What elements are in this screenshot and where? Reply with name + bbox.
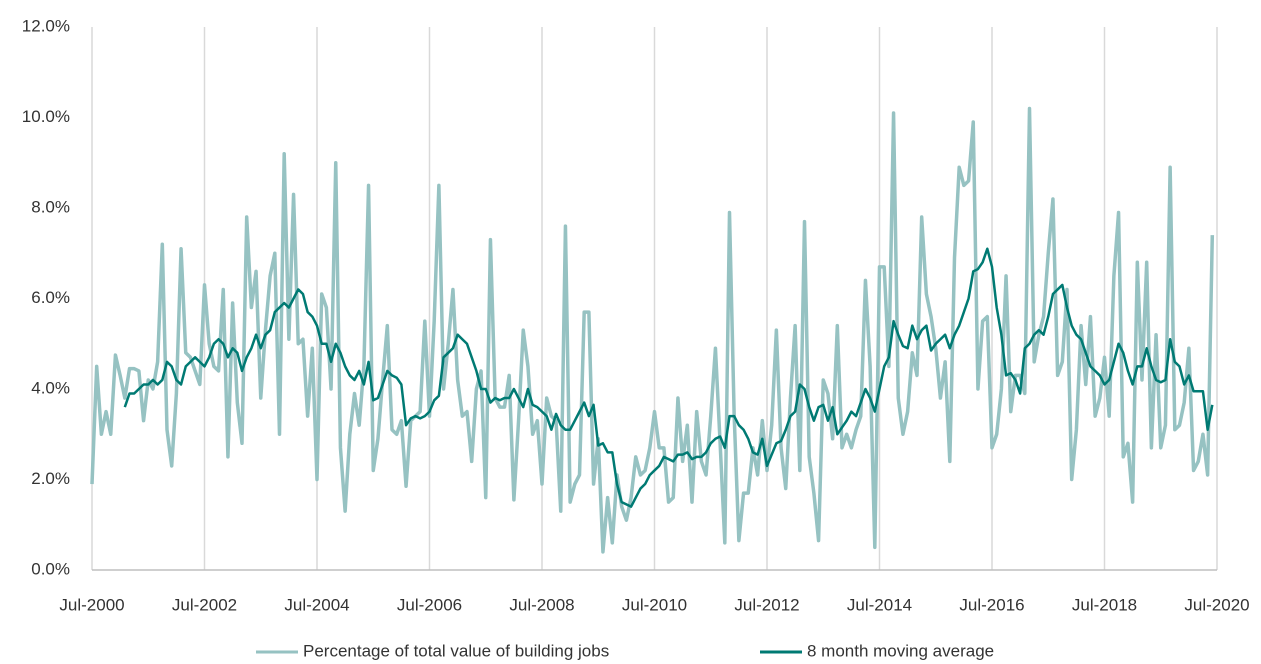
y-tick-label: 8.0% xyxy=(31,197,70,216)
legend-label: 8 month moving average xyxy=(807,641,994,660)
y-tick-label: 10.0% xyxy=(22,107,70,126)
x-tick-label: Jul-2000 xyxy=(59,595,124,614)
x-tick-label: Jul-2012 xyxy=(734,595,799,614)
legend-label: Percentage of total value of building jo… xyxy=(303,641,609,660)
series-line xyxy=(123,247,1214,508)
x-tick-label: Jul-2014 xyxy=(847,595,912,614)
x-tick-label: Jul-2020 xyxy=(1184,595,1249,614)
x-tick-label: Jul-2018 xyxy=(1072,595,1137,614)
x-tick-label: Jul-2010 xyxy=(622,595,687,614)
x-tick-label: Jul-2016 xyxy=(959,595,1024,614)
x-tick-label: Jul-2004 xyxy=(284,595,349,614)
y-tick-label: 2.0% xyxy=(31,469,70,488)
y-tick-label: 6.0% xyxy=(31,288,70,307)
y-tick-label: 12.0% xyxy=(22,16,70,35)
x-tick-label: Jul-2006 xyxy=(397,595,462,614)
y-tick-label: 4.0% xyxy=(31,378,70,397)
x-tick-label: Jul-2008 xyxy=(509,595,574,614)
x-tick-label: Jul-2002 xyxy=(172,595,237,614)
y-tick-label: 0.0% xyxy=(31,559,70,578)
